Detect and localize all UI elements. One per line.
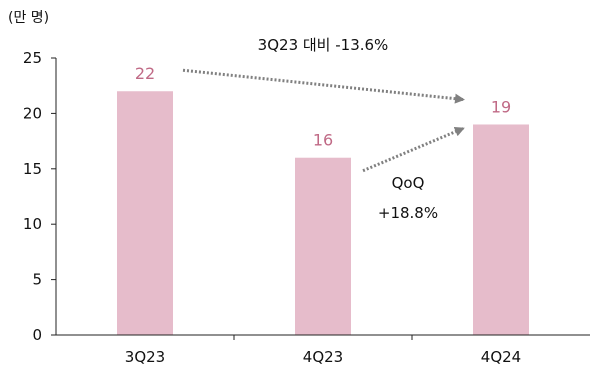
y-axis-unit-label: (만 명) (8, 10, 49, 26)
qoq-arrow (362, 126, 465, 173)
annotations: 3Q23 대비 -13.6% QoQ +18.8% (182, 36, 465, 222)
axes (55, 58, 590, 336)
y-tick-label: 25 (23, 49, 42, 67)
x-tick-label-4Q24: 4Q24 (481, 348, 521, 366)
y-tick-label: 20 (23, 104, 42, 122)
y-tick-label: 5 (32, 271, 42, 289)
yoy-annotation-label: 3Q23 대비 -13.6% (258, 36, 389, 54)
qoq-annotation-label-1: QoQ (392, 174, 425, 192)
bar-4Q24 (473, 124, 529, 335)
data-label-3Q23: 22 (135, 64, 155, 83)
bars (117, 91, 529, 336)
yoy-arrow (182, 68, 465, 104)
x-tick-label-4Q23: 4Q23 (303, 348, 343, 366)
y-tick-label: 15 (23, 160, 42, 178)
y-tick-label: 0 (32, 326, 42, 344)
y-tick-label: 10 (23, 215, 42, 233)
bar-4Q23 (295, 157, 351, 335)
bar-3Q23 (117, 91, 173, 336)
data-labels: 22 16 19 (135, 64, 511, 149)
x-tick-label-3Q23: 3Q23 (125, 348, 165, 366)
y-axis-ticks: 0 5 10 15 20 25 (23, 49, 56, 344)
data-label-4Q24: 19 (491, 97, 511, 116)
x-axis-ticks: 3Q23 4Q23 4Q24 (125, 335, 521, 366)
data-label-4Q23: 16 (313, 131, 333, 150)
qoq-annotation-label-2: +18.8% (378, 204, 438, 222)
